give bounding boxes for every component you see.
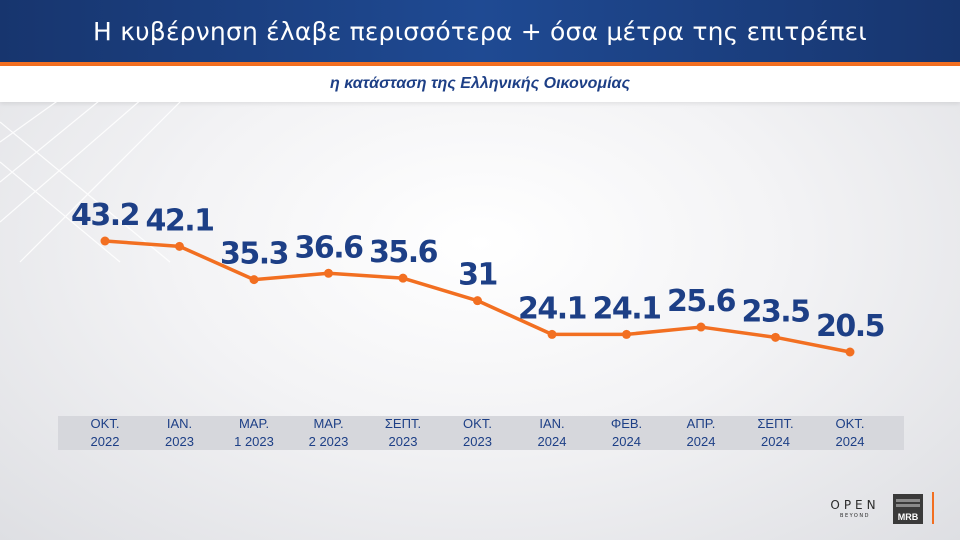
mrb-logo: MRB (893, 494, 923, 524)
data-label: 20.5 (816, 309, 884, 344)
open-logo-word: OPEN (830, 498, 880, 512)
x-tick-label: ΦΕΒ. (611, 416, 642, 431)
data-point (771, 332, 780, 342)
mrb-logo-text: MRB (898, 512, 919, 522)
open-logo-sub: BEYOND (840, 513, 870, 519)
x-tick-label: ΟΚΤ. (91, 416, 120, 431)
accent-divider (0, 62, 960, 66)
data-label: 31 (458, 258, 497, 293)
data-point (547, 329, 557, 339)
data-point (398, 273, 408, 283)
chart-subtitle: η κατάσταση της Ελληνικής Οικονομίας (330, 75, 630, 92)
header-bar: Η κυβέρνηση έλαβε περισσότερα + όσα μέτρ… (0, 0, 960, 62)
data-point (324, 268, 333, 278)
data-point (249, 275, 259, 285)
x-tick-label: 2024 (761, 434, 790, 449)
data-label: 35.6 (369, 235, 438, 270)
x-tick-label: ΙΑΝ. (167, 416, 192, 431)
data-label: 36.6 (294, 230, 363, 265)
x-tick-label: 2024 (538, 434, 567, 449)
data-label: 24.1 (518, 291, 586, 326)
data-point (100, 236, 110, 246)
logo-divider (932, 492, 934, 524)
data-point (473, 296, 482, 306)
data-point (696, 322, 706, 332)
x-tick-label: 2024 (687, 434, 716, 449)
x-tick-label: ΜΑΡ. (239, 416, 269, 431)
data-label: 42.1 (145, 203, 213, 238)
x-tick-label: ΜΑΡ. (313, 416, 343, 431)
data-label: 25.6 (667, 284, 736, 319)
x-tick-label: ΣΕΠΤ. (757, 416, 793, 431)
x-tick-label: ΣΕΠΤ. (385, 416, 421, 431)
x-tick-label: 2 2023 (309, 434, 349, 449)
x-tick-label: 1 2023 (234, 434, 274, 449)
data-label: 23.5 (741, 294, 809, 329)
x-tick-label: ΙΑΝ. (539, 416, 564, 431)
x-tick-label: ΑΠΡ. (687, 416, 716, 431)
x-tick-label: 2023 (389, 434, 418, 449)
x-tick-label: 2023 (165, 434, 194, 449)
page-title: Η κυβέρνηση έλαβε περισσότερα + όσα μέτρ… (93, 16, 867, 46)
data-point (175, 241, 184, 251)
x-tick-label: 2024 (612, 434, 641, 449)
data-label: 24.1 (592, 291, 660, 326)
open-beyond-logo: OPEN BEYOND (822, 498, 888, 526)
x-axis-band (58, 416, 904, 450)
data-point (622, 329, 631, 339)
x-tick-label: 2023 (463, 434, 492, 449)
x-tick-label: 2022 (91, 434, 120, 449)
x-tick-label: ΟΚΤ. (463, 416, 492, 431)
subheader-bar: η κατάσταση της Ελληνικής Οικονομίας (0, 66, 960, 102)
data-label: 35.3 (220, 237, 288, 272)
data-label: 43.2 (71, 198, 139, 233)
data-point (845, 347, 855, 357)
x-tick-label: 2024 (836, 434, 865, 449)
x-tick-label: ΟΚΤ. (836, 416, 865, 431)
